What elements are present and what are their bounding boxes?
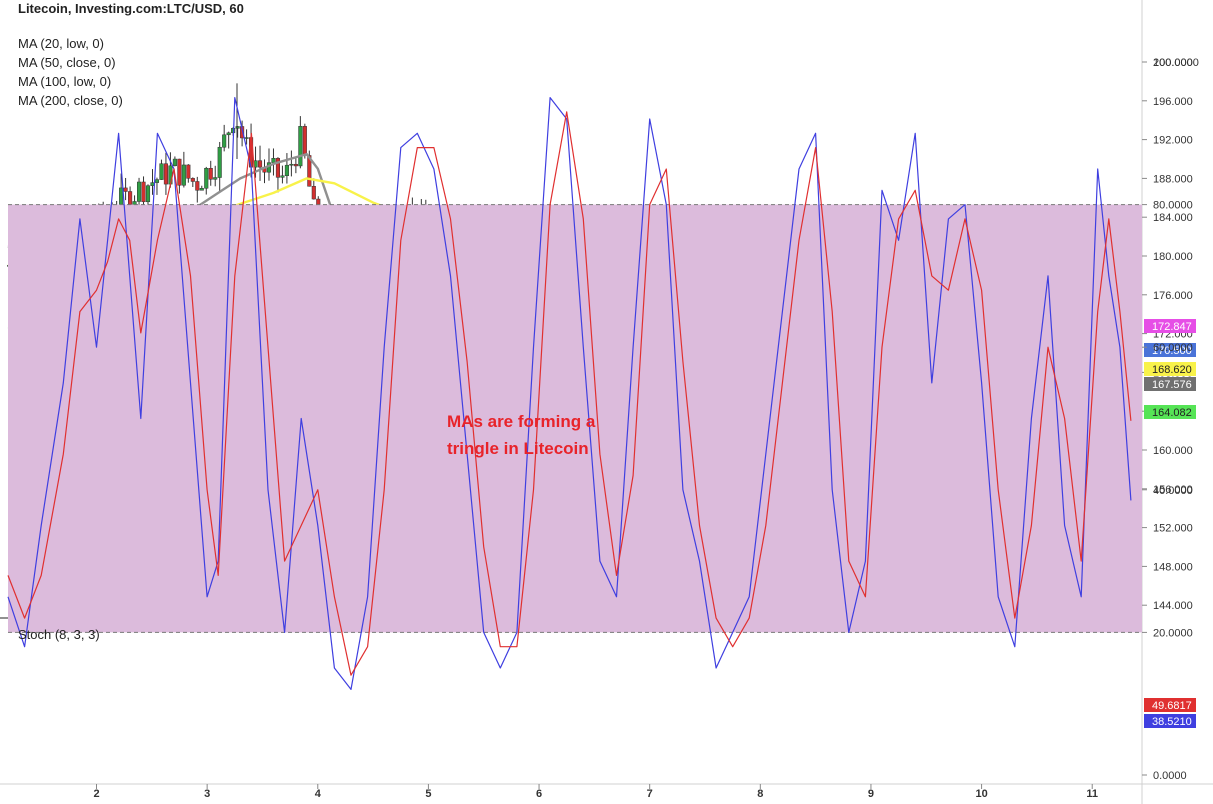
price-tick-label: 180.000 [1153, 251, 1193, 263]
legend-item-ma20: MA (20, low, 0) [18, 36, 104, 51]
time-tick-label: 7 [647, 788, 653, 800]
price-value-tag-text: 168.620 [1152, 364, 1192, 376]
candle-down [257, 160, 263, 168]
candle-up [244, 137, 249, 139]
price-tick-label: 148.000 [1153, 561, 1193, 573]
stoch-value-tag [1144, 714, 1196, 728]
time-tick-label: 11 [1086, 788, 1098, 800]
candle-up [172, 158, 177, 167]
stoch-tick-label: 60.0000 [1153, 342, 1193, 354]
legend-item-ma100: MA (100, low, 0) [18, 74, 112, 89]
price-tick-label: 156.000 [1153, 484, 1193, 496]
candle-up [213, 177, 218, 180]
price-tick-label: 200.000 [1153, 57, 1193, 69]
candle-down [141, 181, 146, 203]
candle-up [284, 164, 289, 176]
candle-down [177, 158, 182, 186]
candle-down [195, 181, 200, 191]
time-tick-label: 3 [204, 788, 210, 800]
candle-down [123, 187, 128, 192]
annotation-line-2: tringle in Litecoin [447, 439, 589, 458]
candle-down [302, 126, 307, 156]
stoch-label: Stoch (8, 3, 3) [18, 627, 100, 642]
time-tick-label: 5 [425, 788, 431, 800]
stoch-tick-label: 40.0000 [1153, 485, 1193, 497]
candle-up [289, 163, 294, 166]
price-value-tag-text: 167.576 [1152, 379, 1192, 391]
candle-up [136, 181, 142, 202]
ma-legend: MA (20, low, 0) MA (50, close, 0) MA (10… [18, 34, 123, 110]
candle-down [186, 164, 191, 179]
price-tick-label: 192.000 [1153, 135, 1193, 147]
stoch-value-tag-text: 49.6817 [1152, 700, 1192, 712]
annotation-line-1: MAs are forming a [447, 412, 596, 431]
price-tick-label: 176.000 [1153, 290, 1193, 302]
candle-up [150, 182, 155, 186]
candle-up [280, 175, 285, 178]
price-value-tag [1144, 343, 1196, 357]
chart-title: Litecoin, Investing.com:LTC/USD, 60 [18, 1, 244, 16]
candle-up [145, 185, 151, 203]
price-value-tag-text: 170.500 [1152, 345, 1192, 357]
price-tick-label: 196.000 [1153, 96, 1193, 108]
time-tick-label: 4 [315, 788, 322, 800]
candle-up [271, 158, 276, 163]
time-tick-label: 9 [868, 788, 874, 800]
price-value-tag [1144, 405, 1196, 419]
stoch-band [8, 204, 1142, 633]
candle-down [190, 178, 195, 182]
candle-up [222, 134, 227, 148]
candle-up [159, 163, 164, 180]
price-value-tag-text: 172.847 [1152, 321, 1192, 333]
price-tick-label: 144.000 [1153, 600, 1193, 612]
price-value-tag-text: 164.082 [1152, 407, 1192, 419]
stoch-tick-label: 20.0000 [1153, 627, 1193, 639]
stoch-value-tag-text: 38.5210 [1152, 716, 1192, 728]
chart-annotation: MAs are forming a tringle in Litecoin [447, 408, 595, 462]
price-value-tag [1144, 362, 1196, 376]
candle-up [226, 132, 231, 136]
stoch-line-d [7, 111, 1132, 676]
price-value-tag [1144, 319, 1196, 333]
stoch-tick-label: 100.0000 [1153, 57, 1199, 69]
stoch-tick-label: 80.0000 [1153, 200, 1193, 212]
candle-down [311, 186, 316, 200]
candle-up [235, 126, 240, 129]
candle-up [217, 146, 222, 178]
legend-item-ma200: MA (200, close, 0) [18, 93, 123, 108]
price-tick-label: 184.000 [1153, 212, 1193, 224]
candle-down [293, 163, 298, 167]
price-value-tag [1144, 377, 1196, 391]
candle-up [204, 167, 209, 189]
time-tick-label: 8 [757, 788, 763, 800]
price-tick-label: 160.000 [1153, 445, 1193, 457]
candle-down [307, 155, 312, 187]
stoch-tick-label: 0.0000 [1153, 770, 1187, 782]
candle-up [181, 164, 186, 186]
candle-up [154, 179, 160, 183]
time-tick-label: 6 [536, 788, 542, 800]
time-tick-label: 10 [975, 788, 987, 800]
stoch-line-k [7, 97, 1132, 690]
candle-down [275, 158, 280, 178]
price-tick-label: 188.000 [1153, 173, 1193, 185]
stoch-value-tag [1144, 698, 1196, 712]
candle-up [298, 126, 303, 167]
candle-down [163, 163, 168, 185]
candle-down [208, 167, 213, 180]
price-tick-label: 152.000 [1153, 523, 1193, 535]
candle-up [199, 188, 204, 191]
legend-item-ma50: MA (50, close, 0) [18, 55, 116, 70]
time-tick-label: 2 [93, 788, 99, 800]
